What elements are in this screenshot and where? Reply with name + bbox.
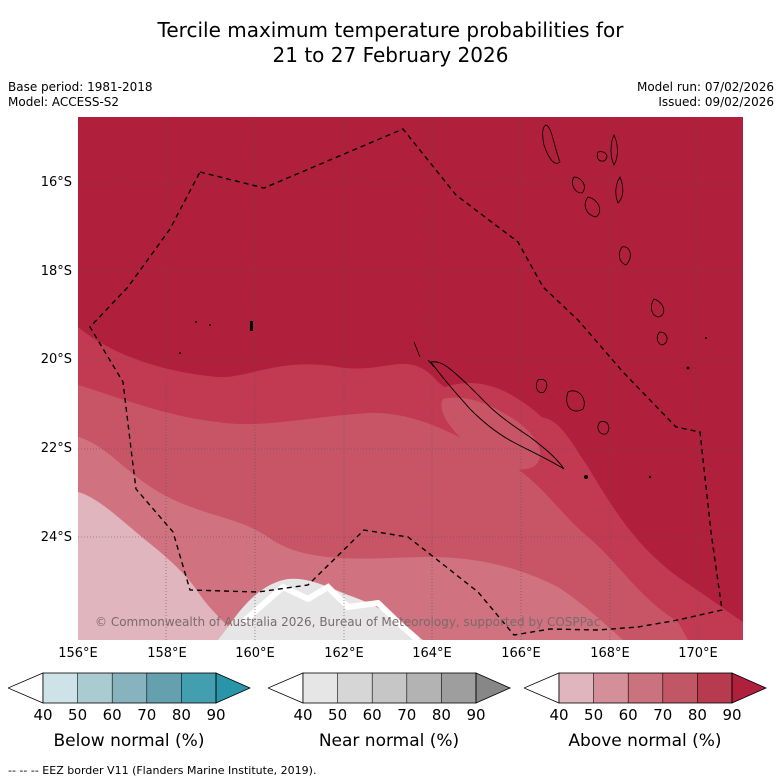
below-swatch-4: [146, 673, 182, 703]
lat-label-20s: 20°S: [40, 352, 72, 367]
colorbar-above-normal: [524, 672, 767, 704]
below-swatch-2: [77, 673, 113, 703]
below-tick-80: 80: [171, 706, 191, 724]
lon-label-170e: 170°E: [678, 646, 718, 661]
colorbar-below-normal: [8, 672, 251, 704]
above-swatch-6: [731, 672, 767, 704]
below-swatch-3: [112, 673, 147, 703]
below-frame: [42, 672, 217, 704]
above-tick-70: 70: [653, 706, 673, 724]
lon-label-164e: 164°E: [412, 646, 452, 661]
near-tick-60: 60: [362, 706, 382, 724]
above-40-zone: [78, 492, 243, 640]
above-swatch-1: [559, 673, 594, 703]
near-tick-90: 90: [466, 706, 486, 724]
near-swatch-6: [475, 672, 511, 704]
title-line-1: Tercile maximum temperature probabilitie…: [157, 18, 624, 42]
near-tick-50: 50: [328, 706, 348, 724]
model-name: Model: ACCESS-S2: [8, 95, 120, 109]
model-run: Model run: 07/02/2026: [636, 80, 774, 94]
lat-label-18s: 18°S: [40, 264, 72, 279]
above-tick-40: 40: [549, 706, 569, 724]
vanuatu-islands: [542, 124, 668, 346]
near-normal-zone: [218, 578, 423, 640]
lon-label-162e: 162°E: [324, 646, 364, 661]
issued-date: Issued: 09/02/2026: [658, 95, 774, 109]
near-frame: [302, 672, 477, 704]
near-tick-80: 80: [431, 706, 451, 724]
above-swatch-3: [628, 673, 663, 703]
below-swatch-5: [181, 673, 216, 703]
lon-label-156e: 156°E: [58, 646, 98, 661]
title-line-2: 21 to 27 February 2026: [272, 43, 509, 67]
below-swatch-1: [43, 673, 78, 703]
above-swatch-5: [697, 673, 732, 703]
above-tick-90: 90: [722, 706, 742, 724]
above-50-zone: [78, 437, 623, 640]
below-swatch-0: [8, 672, 44, 704]
below-tick-40: 40: [33, 706, 53, 724]
map-panel[interactable]: [78, 117, 743, 640]
above-dividers: [593, 673, 698, 703]
lat-label-22s: 22°S: [40, 441, 72, 456]
colorbar-near-normal: [268, 672, 511, 704]
above-swatch-4: [662, 673, 698, 703]
near-dividers: [337, 673, 442, 703]
near-swatch-0: [268, 672, 304, 704]
above-tick-50: 50: [584, 706, 604, 724]
map-svg: [78, 117, 743, 640]
lon-label-168e: 168°E: [590, 646, 630, 661]
loyalty-islands: [536, 378, 610, 435]
near-tick-40: 40: [293, 706, 313, 724]
below-tick-90: 90: [206, 706, 226, 724]
meta-left: Base period: 1981-2018 Model: ACCESS-S2: [8, 80, 153, 110]
lon-label-160e: 160°E: [235, 646, 275, 661]
below-tick-60: 60: [102, 706, 122, 724]
above-swatch-0: [524, 672, 560, 704]
above-60-zone-east: [441, 397, 541, 470]
eez-border-note: -- -- -- EEZ border V11 (Flanders Marine…: [8, 764, 317, 777]
above-tick-60: 60: [618, 706, 638, 724]
near-swatch-1: [303, 673, 338, 703]
below-swatch-6: [215, 672, 251, 704]
new-caledonia-north-islets: [413, 341, 435, 368]
near-swatch-4: [406, 673, 442, 703]
lat-label-24s: 24°S: [40, 530, 72, 545]
above-swatch-2: [593, 673, 629, 703]
lon-gridlines: [165, 117, 699, 640]
near-swatch-3: [372, 673, 407, 703]
below-normal-title: Below normal (%): [53, 731, 205, 751]
near-swatch-5: [441, 673, 476, 703]
lon-label-158e: 158°E: [147, 646, 187, 661]
base-period: Base period: 1981-2018: [8, 80, 153, 94]
below-tick-70: 70: [137, 706, 157, 724]
copyright-notice: © Commonwealth of Australia 2026, Bureau…: [95, 615, 601, 629]
eez-border: [89, 128, 723, 636]
near-normal-hatch: [241, 583, 420, 640]
new-caledonia-island: [430, 361, 565, 470]
above-tick-80: 80: [687, 706, 707, 724]
lat-label-16s: 16°S: [40, 175, 72, 190]
lon-label-166e: 166°E: [501, 646, 541, 661]
near-swatch-2: [337, 673, 373, 703]
small-islets: [179, 321, 707, 479]
near-tick-70: 70: [397, 706, 417, 724]
near-normal-title: Near normal (%): [318, 731, 460, 751]
below-dividers: [77, 673, 182, 703]
above-normal-title: Above normal (%): [568, 731, 722, 751]
below-tick-50: 50: [68, 706, 88, 724]
map-title: Tercile maximum temperature probabilitie…: [0, 18, 781, 68]
above-frame: [558, 672, 733, 704]
meta-right: Model run: 07/02/2026 Issued: 09/02/2026: [637, 80, 774, 110]
